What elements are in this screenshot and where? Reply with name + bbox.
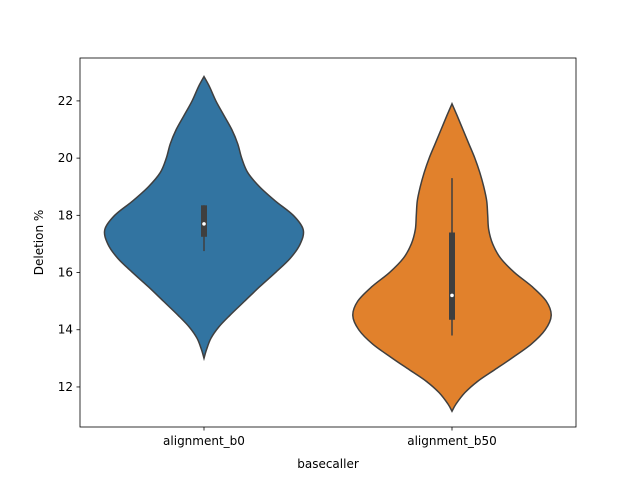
violin-median-point-alignment_b0: [202, 222, 206, 226]
x-axis-label: basecaller: [297, 457, 359, 471]
y-tick-label: 12: [58, 380, 73, 394]
x-axis: alignment_b0 alignment_b50: [163, 427, 497, 448]
y-tick-label: 20: [58, 151, 73, 165]
y-tick-label: 14: [58, 323, 73, 337]
violin-median-point-alignment_b50: [450, 293, 454, 298]
x-tick-label: alignment_b50: [407, 434, 497, 448]
y-tick-label: 22: [58, 94, 73, 108]
y-axis: 12 14 16 18 20 22: [58, 94, 80, 394]
violins-group: [103, 75, 552, 413]
x-tick-label: alignment_b0: [163, 434, 245, 448]
plot-frame: [79, 57, 577, 428]
y-tick-label: 16: [58, 266, 73, 280]
y-tick-label: 18: [58, 208, 73, 222]
y-axis-label: Deletion %: [32, 210, 46, 276]
